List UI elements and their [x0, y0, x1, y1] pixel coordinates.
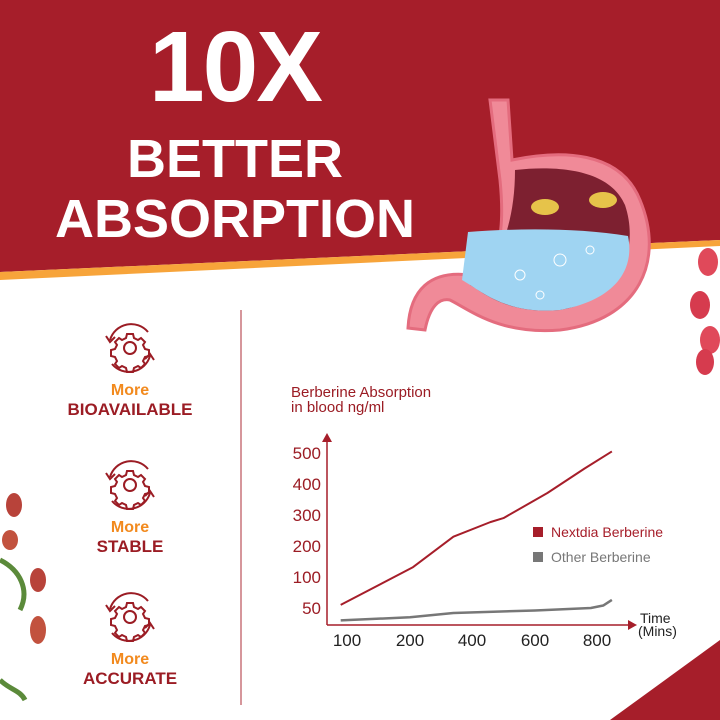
feature-stable: More STABLE: [60, 455, 200, 557]
x-tick-label: 100: [333, 631, 361, 650]
x-axis-label-line2: (Mins): [638, 623, 677, 639]
chart-title-line1: Berberine Absorption: [291, 384, 431, 401]
legend-swatch: [533, 552, 543, 562]
chart-title-line2: in blood ng/ml: [291, 399, 384, 416]
stomach-illustration: [406, 98, 651, 333]
y-axis-arrow: [322, 433, 332, 442]
feature-more: More: [110, 519, 150, 536]
y-tick-label: 50: [302, 599, 321, 618]
corner-triangle: [610, 640, 720, 720]
y-tick-label: 500: [293, 444, 321, 463]
x-axis-label-line1: Time: [640, 610, 671, 626]
legend-label: Nextdia Berberine: [551, 524, 663, 540]
feature-accurate: More ACCURATE: [60, 587, 200, 689]
series-line-other: [340, 598, 613, 622]
headline-10x: 10X: [149, 11, 323, 123]
feature-more: More: [110, 382, 150, 399]
feature-bioavailable: More BIOAVAILABLE: [60, 318, 200, 420]
y-tick-label: 300: [293, 506, 321, 525]
y-tick-label: 200: [293, 537, 321, 556]
feature-label: BIOAVAILABLE: [67, 400, 193, 419]
x-tick-label: 200: [396, 631, 424, 650]
y-tick-label: 400: [293, 475, 321, 494]
legend-label: Other Berberine: [551, 549, 651, 565]
berries-left: [0, 493, 46, 702]
y-tick-label: 100: [293, 568, 321, 587]
legend-swatch: [533, 527, 543, 537]
x-axis-arrow: [628, 620, 637, 630]
series-line-nextdia: [340, 450, 613, 606]
x-tick-label: 600: [521, 631, 549, 650]
feature-more: More: [110, 651, 150, 668]
feature-label: ACCURATE: [82, 669, 178, 688]
berries-right: [690, 248, 720, 375]
x-tick-label: 800: [583, 631, 611, 650]
headline-absorption: ABSORPTION: [54, 189, 416, 249]
headline-better: BETTER: [127, 129, 343, 189]
x-tick-label: 400: [458, 631, 486, 650]
feature-label: STABLE: [96, 537, 164, 556]
